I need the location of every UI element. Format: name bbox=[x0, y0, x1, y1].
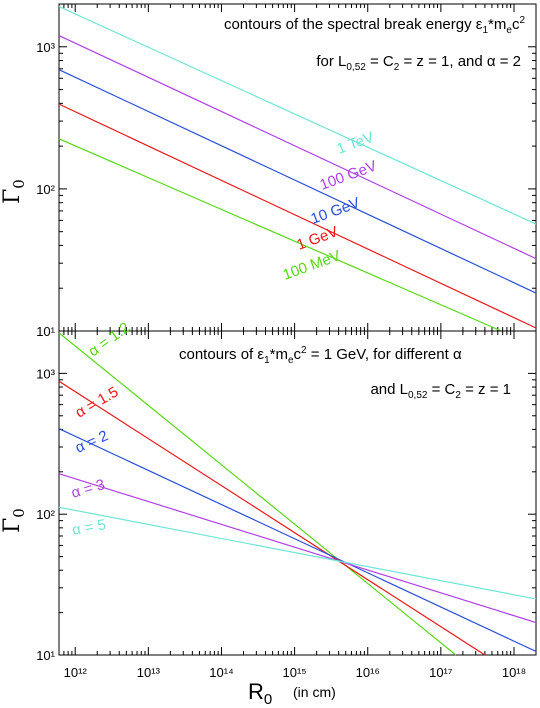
x-axis-label: R0 bbox=[248, 679, 272, 708]
bottom-series-line-2 bbox=[58, 428, 537, 652]
x-tick-label: 10¹³ bbox=[137, 665, 161, 680]
top-series-line-4 bbox=[58, 138, 502, 332]
bottom-y-tick-label: 10² bbox=[36, 507, 55, 522]
top-series-label-1tev: 1 TeV bbox=[335, 129, 377, 158]
bottom-series-label-alpha-1-2: α = 1.2 bbox=[85, 319, 133, 360]
bottom-series-line-4 bbox=[58, 506, 537, 600]
bottom-series-label-alpha-3: α = 3 bbox=[69, 476, 106, 502]
x-axis-unit: (in cm) bbox=[293, 684, 336, 700]
top-series-line-1 bbox=[58, 34, 537, 260]
bottom-annotation-2: and L0,52 = C2 = z = 1 bbox=[370, 381, 511, 401]
bottom-y-axis-label: Γ0 bbox=[0, 508, 28, 533]
bottom-annotation-1: contours of ε1*mec2 = 1 GeV, for differe… bbox=[179, 345, 462, 366]
top-annotation-2: for L0,52 = C2 = z = 1, and α = 2 bbox=[316, 53, 521, 73]
bottom-series-label-alpha-1-5: α = 1.5 bbox=[73, 383, 122, 421]
bottom-y-tick-label: 10³ bbox=[36, 366, 55, 381]
top-series-line-3 bbox=[58, 103, 537, 329]
top-y-tick-label: 10² bbox=[36, 182, 55, 197]
top-series-label-100gev: 100 GeV bbox=[318, 158, 379, 194]
top-series-line-0 bbox=[58, 5, 537, 225]
bottom-panel-series bbox=[58, 332, 537, 656]
top-series-line-2 bbox=[58, 69, 537, 294]
x-tick-label: 10¹⁷ bbox=[429, 665, 453, 680]
x-tick-label: 10¹² bbox=[64, 665, 88, 680]
bottom-y-tick-label: 10¹ bbox=[36, 648, 55, 663]
bottom-panel: 10¹ 10² 10³ 10¹² 10¹³ 10¹⁴ 10¹⁵ 10¹⁶ 10¹⁷ 10¹⁸ co… bbox=[0, 319, 537, 708]
top-y-axis-label: Γ0 bbox=[0, 179, 28, 204]
bottom-panel-frame bbox=[58, 330, 537, 656]
bottom-series-label-alpha-5: α = 5 bbox=[71, 516, 108, 539]
top-annotation-1: contours of the spectral break energy ε1… bbox=[224, 15, 525, 36]
top-y-tick-label: 10³ bbox=[36, 40, 55, 55]
x-tick-label: 10¹⁸ bbox=[502, 665, 526, 680]
top-series-label-100mev: 100 MeV bbox=[281, 247, 343, 284]
top-panel: 10¹ 10² 10³ contours of the spectral break… bbox=[0, 3, 537, 339]
top-y-tick-label: 10¹ bbox=[36, 324, 55, 339]
x-tick-label: 10¹⁴ bbox=[209, 665, 233, 680]
top-panel-series bbox=[58, 5, 537, 332]
x-tick-label: 10¹⁶ bbox=[356, 665, 380, 680]
bottom-series-line-1 bbox=[58, 380, 486, 656]
bottom-series-line-0 bbox=[58, 332, 457, 656]
bottom-series-label-alpha-2: α = 2 bbox=[73, 427, 111, 456]
bottom-panel-ticks: 10¹ 10² 10³ 10¹² 10¹³ 10¹⁴ 10¹⁵ 10¹⁶ 10¹⁷ 10¹⁸ bbox=[36, 330, 537, 680]
bottom-series-line-3 bbox=[58, 473, 537, 624]
x-tick-label: 10¹⁵ bbox=[283, 665, 307, 680]
